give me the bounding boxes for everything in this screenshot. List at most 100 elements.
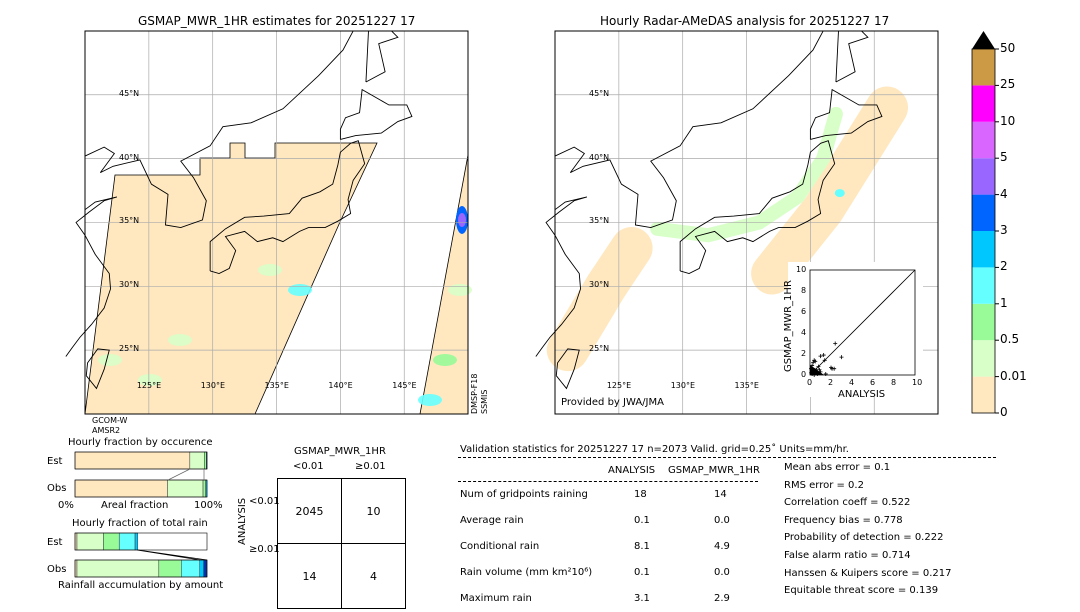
scatter-point — [816, 364, 821, 369]
colorbar-tick-label: 3 — [1000, 223, 1008, 237]
lat-label: 35°N — [119, 216, 140, 226]
scatter-point — [822, 358, 827, 363]
score-line: Frequency bias = 0.778 — [784, 514, 903, 526]
rain-bar-segment — [103, 532, 120, 551]
rain-label-est: Est — [47, 537, 63, 548]
rain-patch — [834, 189, 845, 198]
scatter-point — [813, 359, 818, 364]
score-line: Probability of detection = 0.222 — [784, 532, 944, 544]
stat-gsmap: 2.9 — [714, 593, 730, 604]
occ-label-obs: Obs — [47, 483, 67, 494]
lat-label: 30°N — [589, 280, 610, 290]
occ-xlabel: Areal fraction — [101, 500, 169, 511]
colorbar-segment — [972, 49, 995, 86]
scatter-point-cluster — [810, 365, 824, 375]
lat-label: 30°N — [119, 280, 140, 290]
stat-gsmap: 4.9 — [714, 541, 730, 552]
coastline — [85, 348, 110, 390]
occurrence-bar-frame — [74, 479, 208, 498]
colorbar-tick-label: 5 — [1000, 150, 1008, 165]
colorbar-tick-label: 1 — [1000, 295, 1008, 310]
stat-gsmap: 0.0 — [714, 567, 730, 578]
colorbar-tick-label: 0 — [1000, 405, 1008, 419]
credit-label: Provided by JWA/JMA — [561, 397, 664, 408]
cell-hit: 4 — [341, 543, 406, 609]
rain-bar-frame — [74, 532, 208, 551]
colorbar-segment — [972, 121, 995, 159]
sensor-line: GCOM-W — [92, 416, 128, 425]
scatter-point — [817, 367, 822, 372]
colorbar-segment — [972, 85, 995, 122]
contingency-table: 2045 10 14 4 — [277, 478, 406, 609]
scatter-xtick: 4 — [849, 378, 855, 387]
scatter-point — [832, 366, 837, 371]
lat-label: 40°N — [119, 152, 140, 162]
lon-label: 130°E — [670, 381, 696, 390]
right-map-frame — [554, 30, 939, 415]
occurrence-bar-frame — [74, 451, 208, 470]
stat-label: Conditional rain — [460, 541, 540, 552]
score-line: Hanssen & Kuipers score = 0.217 — [784, 567, 952, 579]
stat-analysis: 18 — [634, 489, 647, 500]
scatter-point — [811, 360, 816, 365]
rain-bar-segment — [118, 532, 136, 551]
colorbar-segment — [972, 340, 995, 377]
stat-analysis: 3.1 — [634, 593, 650, 604]
scatter-ytick: 0 — [801, 370, 807, 379]
coastline — [535, 196, 588, 357]
rain-xlabel: Rainfall accumulation by amount — [58, 580, 224, 591]
colorbar-tick-label: 50 — [1000, 41, 1016, 55]
col-label-lt: <0.01 — [293, 461, 324, 472]
colorbar-tick-label: 0.5 — [1000, 332, 1020, 347]
rain-bar-segment — [134, 532, 138, 551]
left-map-title: GSMAP_MWR_1HR estimates for 20251227 17 — [138, 14, 416, 28]
row-title: ANALYSIS — [237, 497, 248, 545]
colorbar-tick-label: 0.01 — [1000, 368, 1027, 383]
lon-label: 130°E — [200, 381, 226, 390]
scatter-xlabel: ANALYSIS — [838, 389, 886, 400]
rain-bar-segment — [76, 532, 104, 551]
coastline — [209, 140, 366, 275]
left-sensor-label: GCOM-W AMSR2 — [92, 416, 127, 436]
occurrence-bar-segment — [74, 479, 168, 498]
scatter-point — [833, 341, 838, 346]
occ-tick-0: 0% — [58, 500, 74, 511]
scatter-xtick: 6 — [870, 378, 876, 387]
row-label-ge: ≥0.01 — [249, 544, 280, 555]
scatter-ytick: 6 — [801, 307, 807, 316]
rain-patch — [448, 284, 472, 296]
occurrence-bar-segment — [74, 451, 191, 470]
score-line: Mean abs error = 0.1 — [784, 462, 891, 473]
score-line: False alarm ratio = 0.714 — [784, 550, 911, 561]
scatter-ytick: 2 — [801, 349, 807, 358]
scatter-xtick: 8 — [891, 378, 897, 387]
coastline — [554, 30, 824, 229]
colorbar-tick-label: 10 — [1000, 113, 1016, 128]
score-line: Equitable threat score = 0.139 — [784, 585, 939, 597]
colorbar-segment — [972, 267, 995, 304]
scatter-point — [821, 353, 826, 358]
scatter-xtick: 0 — [807, 378, 813, 387]
colorbar-segment — [972, 231, 995, 268]
occurrence-title: Hourly fraction by occurence — [68, 437, 213, 448]
stat-label: Num of gridpoints raining — [460, 489, 588, 500]
scatter-ytick: 4 — [801, 328, 807, 337]
scatter-diagonal — [809, 269, 916, 376]
occurrence-bar-segment — [202, 479, 206, 498]
stats-col-analysis: ANALYSIS — [608, 465, 656, 476]
sensor-line: SSMIS — [480, 389, 489, 415]
contingency-title: GSMAP_MWR_1HR — [294, 446, 386, 457]
stat-label: Rain volume (mm km²10⁶) — [460, 567, 593, 578]
rain-patch — [168, 334, 192, 346]
rain-patch — [138, 374, 162, 386]
occurrence-bar-segment — [167, 479, 204, 498]
occurrence-bar-segment — [189, 451, 205, 470]
rain-bar-segment — [76, 559, 160, 578]
colorbar-tick-label: 25 — [1000, 77, 1016, 92]
lon-label: 135°E — [734, 381, 759, 390]
coastline — [84, 30, 354, 229]
lat-label: 25°N — [119, 344, 140, 354]
coastline — [809, 88, 883, 140]
rain-bar-segment — [203, 559, 208, 578]
